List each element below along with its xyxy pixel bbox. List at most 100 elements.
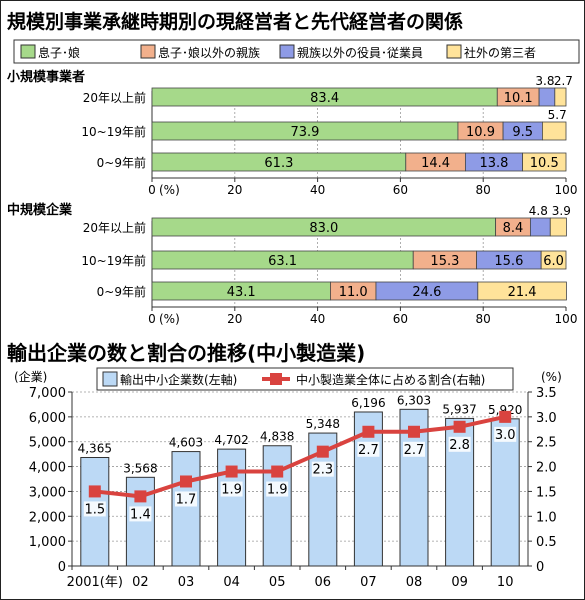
bar [171,451,201,567]
data-label: 61.3 [264,156,293,171]
ratio-marker [362,425,375,438]
ratio-value-label: 2.8 [449,438,470,453]
x-axis-unit: (%) [159,312,180,326]
x-axis-unit: (%) [159,183,180,197]
data-label: 24.6 [412,285,441,300]
bar [262,445,292,567]
ratio-label-bg [311,461,334,477]
bar-value-label: 3,568 [123,461,157,475]
bar-segment [477,281,567,301]
ratio-label-bg [403,441,425,457]
left-tick-label: 3,000 [29,485,66,500]
left-tick-label: 6,000 [29,411,66,426]
data-label: 8.4 [503,221,524,236]
x-tick-label: 0 [148,183,156,197]
data-label: 15.3 [430,254,459,269]
ratio-label-bg [83,501,106,517]
left-tick-label: 4,000 [29,461,66,476]
legend-marker-sample [270,373,282,385]
ratio-label-bg [175,491,197,507]
left-tick-label: 5,000 [29,436,66,451]
category-label: 0~9年前 [97,284,146,299]
panel-title-small: 小規模事業者 [7,69,85,85]
legend-swatch-relative [140,44,156,59]
ratio-label-bg [494,426,517,442]
x-tick-label: 80 [476,312,491,326]
bar-value-label: 5,348 [306,417,340,431]
bar-segment [538,87,556,107]
data-label: 10.5 [530,156,559,171]
data-label: 10.9 [466,125,495,140]
data-label: 63.1 [268,254,297,269]
bottom-title: 輸出企業の数と割合の推移(中小製造業) [7,341,365,365]
right-tick-label: 3.0 [536,411,557,426]
top-title: 規模別事業承継時期別の現経営者と先代経営者の関係 [7,10,463,33]
x-tick-label: 08 [406,575,423,590]
left-axis-unit: (企業) [14,369,47,384]
x-tick-label: 20 [227,312,242,326]
data-label: 43.1 [227,285,256,300]
combo-chart: 4,365 3,568 4,603 4,702 4,838 5,348 6,196 6,303… [29,386,557,590]
bottom-legend-box [96,367,514,391]
top-legend: 息子･娘 息子･娘以外の親族 親族以外の役員･従業員 社外の第三者 [13,39,580,64]
bar-value-label: 5,937 [442,402,476,416]
panel-title-medium: 中規模企業 [7,202,73,218]
ratio-marker [180,475,192,488]
x-tick-label: 40 [310,183,325,197]
left-tick-label: 1,000 [29,535,66,550]
data-label: 5.7 [548,108,567,122]
bottom-legend: 輸出中小企業数(左軸) 中小製造業全体に占める割合(右軸) [96,367,514,391]
x-tick-label: 02 [132,575,149,590]
data-label: 3.8 [535,74,554,88]
category-label: 0~9年前 [97,155,146,170]
data-label: 21.4 [508,285,537,300]
ratio-value-label: 1.9 [221,483,242,498]
data-label: 13.8 [479,156,508,171]
ratio-marker [408,425,420,438]
data-label: 83.0 [309,221,338,236]
ratio-value-label: 1.9 [267,483,288,498]
left-tick-label: 7,000 [29,386,66,401]
bar-segment [554,87,567,107]
legend-label-employee: 親族以外の役員･従業員 [297,45,423,60]
right-axis-unit: (%) [541,370,562,384]
x-tick-label: 60 [393,183,408,197]
ratio-marker [499,410,512,423]
ratio-label-bg [220,481,243,497]
data-label: 4.8 [529,204,548,218]
bar-value-label: 4,365 [78,441,112,455]
right-tick-label: 0 [536,560,544,575]
stacked-bars: 0 20 40 60 80 100 (%) 20年以上前 83.4 10.13.8 2.7 10~19… [81,74,577,326]
bar-value-label: 4,603 [169,436,203,450]
x-tick-label: 60 [393,312,408,326]
ratio-marker [271,465,284,478]
data-label: 83.4 [310,91,339,106]
ratio-label-bg [129,506,152,522]
ratio-value-label: 3.0 [495,428,516,443]
legend-label-relative: 息子･娘以外の親族 [158,45,260,60]
ratio-value-label: 2.3 [312,463,333,478]
x-tick-label: 06 [315,575,332,590]
x-tick-label: 03 [178,575,195,590]
bar-segment [522,152,567,172]
ratio-label-bg [357,441,380,457]
ratio-marker [88,485,101,498]
ratio-marker [134,490,147,503]
legend-swatch-third-party [446,44,462,59]
category-label: 20年以上前 [83,220,146,235]
legend-label-line: 中小製造業全体に占める割合(右軸) [296,372,485,387]
bar-value-label: 4,702 [214,433,248,447]
ratio-value-label: 1.4 [130,507,151,522]
legend-label-third-party: 社外の第三者 [464,45,536,60]
data-label: 9.5 [512,125,533,140]
bar-value-label: 6,196 [351,396,385,410]
right-tick-label: 3.5 [536,386,557,401]
data-label: 6.0 [543,254,564,269]
data-label: 11.0 [339,285,368,300]
x-tick-label: 0 [148,312,156,326]
data-label: 2.7 [554,74,573,88]
category-label: 10~19年前 [81,253,146,268]
right-tick-label: 1.5 [536,485,557,500]
x-tick-label: 05 [269,575,286,590]
